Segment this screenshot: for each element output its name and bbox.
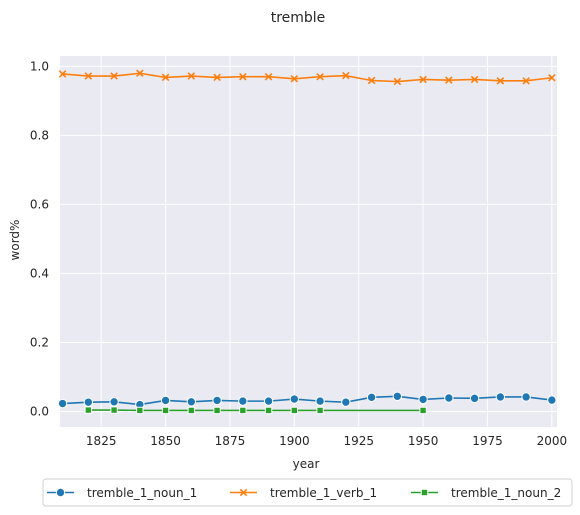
data-point (418, 394, 428, 405)
x-tick-label: 1875 (215, 434, 246, 448)
data-point (470, 75, 479, 84)
data-point (290, 75, 299, 83)
series-tremble_1_noun_1 (57, 391, 557, 410)
data-point (187, 406, 196, 415)
grid-lines (60, 56, 557, 427)
data-point (419, 75, 427, 84)
data-point (186, 397, 197, 407)
data-point (238, 396, 248, 406)
series-tremble_1_verb_1 (58, 69, 556, 86)
data-point (290, 406, 299, 415)
x-tick-label: 1825 (86, 434, 117, 448)
x-tick-label: 1975 (472, 434, 503, 448)
data-point (264, 406, 273, 415)
data-point (521, 392, 531, 402)
legend: tremble_1_noun_1 tremble_1_verb_1 tremble_… (42, 478, 573, 507)
data-point (213, 73, 221, 82)
chart-title: tremble (271, 10, 326, 26)
data-point (392, 391, 403, 401)
data-point (341, 397, 351, 407)
data-point (315, 396, 325, 406)
x-tick-label: 2000 (537, 434, 568, 448)
data-point (110, 406, 118, 414)
data-point (57, 398, 68, 409)
legend-item: tremble_1_noun_1 (47, 486, 197, 500)
data-point (187, 72, 196, 80)
data-point (289, 394, 300, 404)
data-point (367, 76, 376, 85)
data-point (263, 396, 274, 406)
data-point (366, 392, 377, 403)
legend-marker (55, 487, 66, 498)
data-point (264, 72, 273, 81)
x-tick-label: 1950 (408, 434, 439, 448)
y-axis-label: word% (8, 220, 22, 261)
data-point (110, 72, 118, 80)
data-point (316, 406, 324, 415)
x-axis-label: year (293, 457, 320, 471)
series-layer (57, 69, 557, 415)
data-point (160, 395, 171, 406)
plot-area (60, 56, 557, 427)
legend-box (42, 478, 573, 507)
legend-marker (239, 488, 248, 497)
y-tick-label: 0.8 (30, 128, 49, 142)
legend-item: tremble_1_verb_1 (230, 486, 377, 500)
legend-item: tremble_1_noun_2 (411, 486, 561, 500)
data-point (419, 406, 427, 415)
data-point (239, 406, 247, 415)
data-point (84, 406, 93, 414)
data-point (213, 406, 221, 415)
y-tick-label: 0.2 (30, 335, 49, 349)
data-point (109, 397, 119, 407)
x-tick-label: 1925 (343, 434, 374, 448)
y-tick-label: 1.0 (30, 59, 49, 73)
data-point (469, 393, 480, 404)
y-tick-label: 0.6 (30, 197, 49, 211)
data-point (161, 406, 170, 415)
y-tick-label: 0.4 (30, 266, 49, 280)
data-point (522, 77, 530, 85)
legend-label: tremble_1_verb_1 (270, 486, 377, 500)
data-point (84, 72, 93, 80)
legend-label: tremble_1_noun_1 (87, 486, 197, 500)
y-tick-label: 0.0 (30, 404, 49, 418)
data-point (58, 70, 67, 78)
data-point (212, 395, 222, 406)
data-point (496, 77, 505, 85)
legend-marker (420, 488, 429, 497)
data-point (445, 76, 453, 84)
data-point (136, 69, 144, 78)
x-tick-label: 1850 (150, 434, 181, 448)
data-point (444, 393, 454, 403)
data-point (495, 392, 506, 402)
x-tick-labels: 1825 1850 1875 1900 1925 1950 1975 2000 (86, 434, 567, 448)
data-point (136, 406, 144, 415)
data-point (548, 73, 556, 82)
data-point (161, 73, 170, 82)
legend-label: tremble_1_noun_2 (451, 486, 561, 500)
data-point (239, 72, 247, 81)
x-tick-label: 1900 (279, 434, 310, 448)
series-tremble_1_noun_2 (84, 406, 427, 415)
data-point (547, 395, 557, 405)
data-point (393, 77, 402, 86)
data-point (316, 72, 324, 81)
data-point (83, 397, 94, 407)
data-point (342, 71, 350, 80)
y-tick-labels: 0.0 0.2 0.4 0.6 0.8 1.0 (30, 59, 49, 418)
series-line (62, 72, 552, 83)
